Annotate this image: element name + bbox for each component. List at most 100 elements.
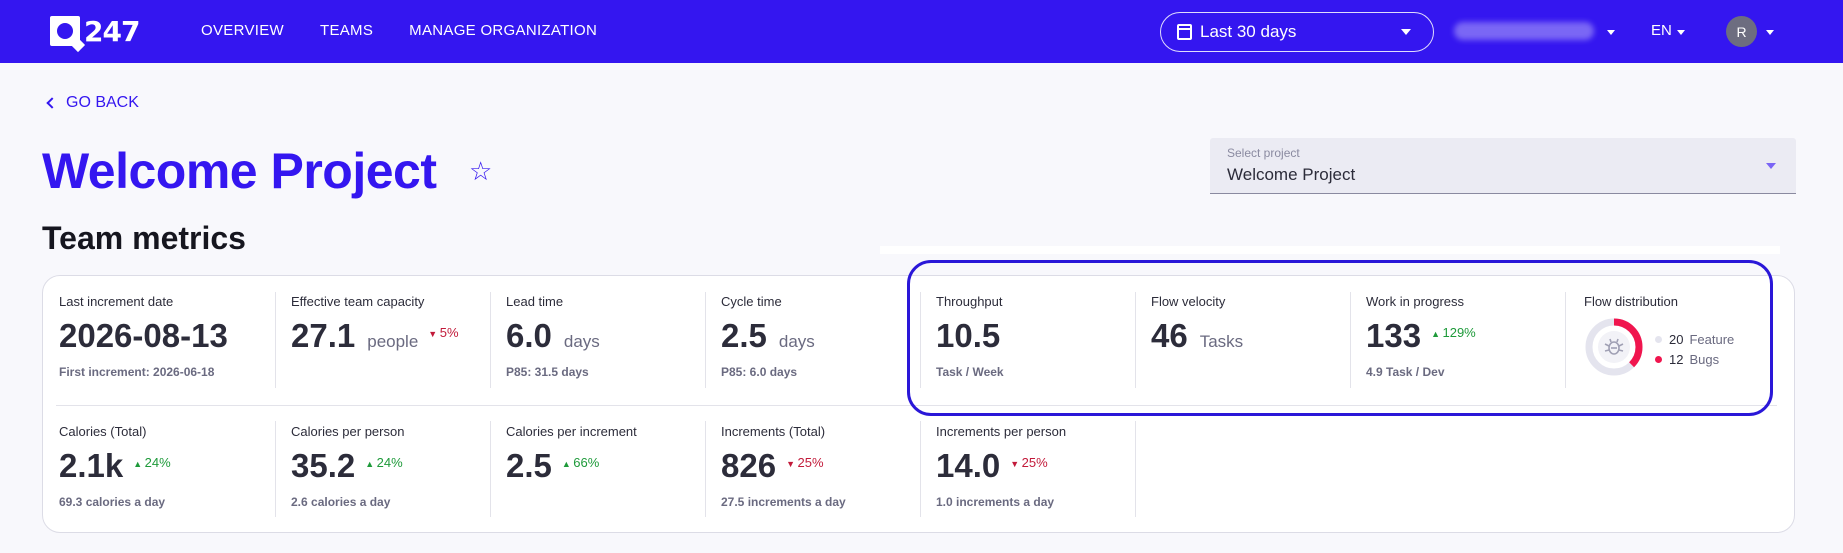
metric-change-badge: ▲ 24% — [133, 455, 170, 470]
flow-distribution-donut — [1585, 318, 1643, 376]
legend-dot-bugs — [1655, 355, 1662, 363]
column-divider — [490, 292, 491, 388]
metric-value-row: 2.5 days — [721, 317, 815, 355]
section-title: Team metrics — [42, 220, 246, 256]
metric-change-badge: ▲ 66% — [562, 455, 599, 470]
language-chevron-icon[interactable] — [1677, 30, 1685, 35]
go-back-label: GO BACK — [66, 94, 139, 111]
arrow-down-icon: ▼ — [1010, 459, 1022, 469]
chevron-down-icon — [1766, 163, 1776, 169]
metric-change-value: 25% — [797, 455, 824, 470]
metric-subtext: First increment: 2026-06-18 — [59, 365, 215, 379]
metric-value-row: 35.2 ▲ 24% — [291, 447, 404, 485]
legend-name-bugs: Bugs — [1689, 351, 1720, 367]
date-range-select[interactable]: Last 30 days — [1160, 12, 1434, 52]
column-divider — [490, 421, 491, 517]
metric-change-badge: ▼ 25% — [1010, 455, 1047, 470]
top-navbar — [0, 0, 1843, 63]
donut-bugs-segment — [1585, 318, 1643, 376]
metric-value-row: 826 ▼ 25% — [721, 447, 846, 485]
metric-label: Work in progress — [1366, 294, 1465, 309]
metric-tile: Cycle time 2.5 days P85: 6.0 days — [721, 294, 815, 379]
chevron-down-icon — [1401, 29, 1411, 35]
metric-tile: Flow velocity 46 Tasks — [1151, 294, 1243, 355]
metric-value-row: 27.1 people ▼ 5% — [291, 317, 459, 355]
metric-value: 133 — [1366, 317, 1422, 354]
logo-q-icon — [50, 16, 80, 46]
project-select-label: Select project — [1227, 146, 1300, 160]
nav-overview[interactable]: OVERVIEW — [201, 22, 284, 39]
project-select[interactable]: Select project Welcome Project — [1210, 138, 1796, 194]
user-menu-chevron-icon[interactable] — [1766, 30, 1774, 35]
metric-value: 14.0 — [936, 447, 1001, 484]
metric-tile: Work in progress 133 ▲ 129% 4.9 Task / Dev — [1366, 294, 1476, 379]
column-divider — [1135, 292, 1136, 388]
metric-value: 2.1k — [59, 447, 124, 484]
legend-count-feature: 20 — [1669, 331, 1684, 347]
metric-change-value: 129% — [1442, 325, 1476, 340]
nav-teams[interactable]: TEAMS — [319, 22, 374, 39]
legend-name-feature: Feature — [1689, 331, 1735, 347]
organization-chevron-icon[interactable] — [1607, 30, 1615, 35]
avatar[interactable]: R — [1726, 16, 1757, 47]
metric-value: 27.1 — [291, 317, 356, 354]
column-divider — [1565, 292, 1566, 388]
metric-value: 2.5 — [721, 317, 767, 354]
nav-manage-organization[interactable]: MANAGE ORGANIZATION — [409, 22, 598, 39]
arrow-up-icon: ▲ — [561, 459, 574, 469]
metric-unit: days — [778, 332, 815, 351]
arrow-up-icon: ▲ — [1431, 329, 1443, 339]
metric-label: Flow distribution — [1584, 294, 1678, 309]
metric-value-row: 2026-08-13 — [59, 317, 228, 355]
metric-label: Last increment date — [59, 294, 174, 309]
donut-center — [1598, 331, 1630, 363]
metric-unit: days — [563, 332, 600, 351]
metric-subtext: P85: 31.5 days — [506, 365, 589, 379]
metric-tile: Calories (Total) 2.1k ▲ 24% 69.3 calories a… — [59, 424, 171, 509]
highlight-annotation — [907, 260, 1773, 416]
column-divider — [705, 292, 706, 388]
metric-label: Calories per person — [291, 424, 405, 439]
metric-value: 826 — [721, 447, 777, 484]
chevron-left-icon — [46, 97, 58, 109]
organization-select[interactable] — [1454, 22, 1594, 40]
metric-tile: Increments (Total) 826 ▼ 25% 27.5 increment… — [721, 424, 846, 509]
language-select[interactable]: EN — [1651, 22, 1672, 39]
metric-tile: Calories per person 35.2 ▲ 24% 2.6 calories… — [291, 424, 404, 509]
column-divider — [705, 421, 706, 517]
metric-value-row: 2.1k ▲ 24% — [59, 447, 171, 485]
column-divider — [920, 292, 921, 388]
flow-distribution-legend: 20 Feature 12 Bugs — [1655, 329, 1734, 369]
metric-label: Effective team capacity — [291, 294, 425, 309]
metric-value-row: 14.0 ▼ 25% — [936, 447, 1066, 485]
metric-subtext: 27.5 increments a day — [721, 495, 846, 509]
metric-flow-distribution: Flow distribution — [1584, 294, 1678, 309]
metric-value: 2026-08-13 — [59, 317, 228, 354]
metric-tile: Last increment date 2026-08-13 First incre… — [59, 294, 228, 379]
metric-value-row: 2.5 ▲ 66% — [506, 447, 637, 485]
metric-label: Flow velocity — [1151, 294, 1226, 309]
arrow-up-icon: ▲ — [365, 459, 377, 469]
metric-subtext: P85: 6.0 days — [721, 365, 798, 379]
metric-value: 6.0 — [506, 317, 552, 354]
metric-label: Calories (Total) — [59, 424, 147, 439]
metric-tile: Increments per person 14.0 ▼ 25% 1.0 increm… — [936, 424, 1066, 509]
metric-change-badge: ▼ 5% — [428, 325, 458, 340]
logo-text: 247 — [84, 14, 140, 48]
metric-change-badge: ▲ 129% — [1431, 325, 1476, 340]
metric-change-badge: ▲ 24% — [365, 455, 402, 470]
column-divider — [275, 421, 276, 517]
metric-label: Calories per increment — [506, 424, 637, 439]
metric-label: Cycle time — [721, 294, 782, 309]
metric-label: Lead time — [506, 294, 564, 309]
metric-value-row: 10.5 — [936, 317, 1004, 355]
metric-value: 46 — [1151, 317, 1188, 354]
metric-value-row: 6.0 days — [506, 317, 600, 355]
favorite-star-icon[interactable]: ☆ — [469, 156, 493, 186]
legend-dot-feature — [1655, 335, 1662, 343]
metric-subtext: 69.3 calories a day — [59, 495, 166, 509]
metric-subtext: 2.6 calories a day — [291, 495, 391, 509]
go-back-link[interactable]: GO BACK — [46, 94, 139, 112]
metric-tile: Throughput 10.5 Task / Week — [936, 294, 1004, 379]
brand-logo[interactable]: 247 — [50, 14, 140, 48]
